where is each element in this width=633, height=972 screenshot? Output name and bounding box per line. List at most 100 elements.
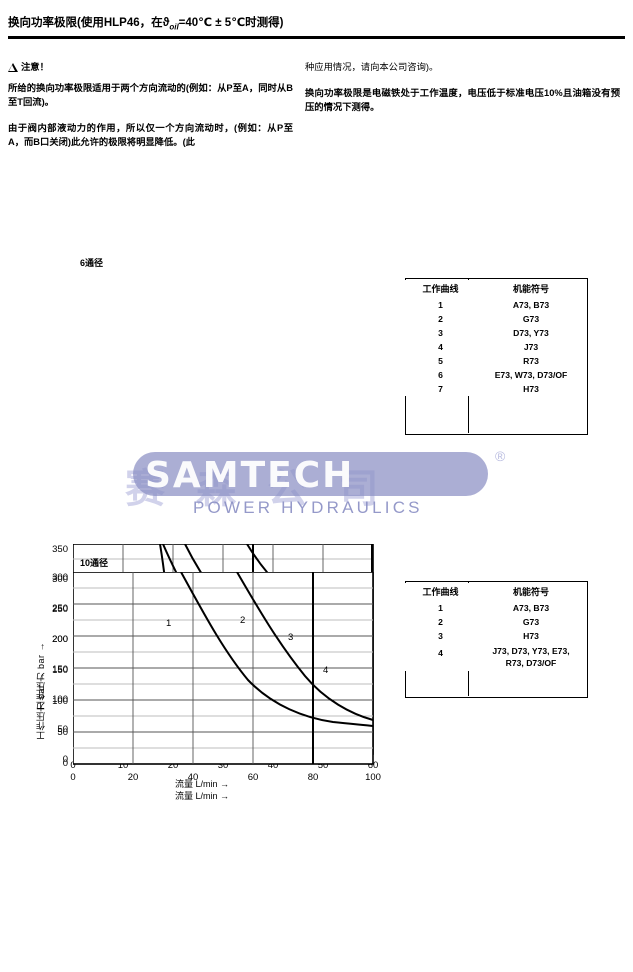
table-2-cell-symbol-1: A73, B73	[512, 603, 550, 613]
chart-2-xtick-20: 20	[127, 772, 139, 783]
table-1-cell-curve-2: 2	[438, 314, 443, 324]
chart-2-caption: 10通径	[80, 558, 109, 568]
table-row: 7 H73	[405, 382, 586, 396]
table-2-cell-symbol-4: J73, D73, Y73, E73, R73, D73/OF	[492, 646, 570, 668]
table-row: 5 R73	[405, 354, 586, 368]
curve-table-1: 工作曲线 机能符号 1 A73, B73 2 G73 3 D73, Y73 4 J73 …	[405, 280, 586, 396]
chart-2-xtick-0: 0	[70, 772, 76, 783]
page-header: 换向功率极限(使用HLP46，在ϑoil=40℃ ± 5℃时测得)	[8, 14, 625, 31]
page-title: 换向功率极限(使用HLP46，在ϑoil=40℃ ± 5℃时测得)	[8, 14, 625, 31]
left-text-column: 注意！ 所给的换向功率极限适用于两个方向流动的(例如：从P至A，同时从B至T回流…	[8, 60, 293, 150]
table-1-cell-curve-5: 5	[438, 356, 443, 366]
table-2-cell-curve-1: 1	[438, 603, 443, 613]
chart-1-xtick-50: 50	[317, 760, 329, 771]
chart-2-ytick-50: 50	[57, 727, 68, 738]
chart-2-ytick-0: 0	[62, 758, 68, 769]
title-main: 换向功率极限	[8, 17, 77, 29]
table-2-cell-curve-4: 4	[438, 648, 443, 658]
chart-2-block: 10通径	[80, 556, 108, 572]
right-paragraph-2: 换向功率极限是电磁铁处于工作温度，电压低于标准电压10%且油箱没有预压的情况下测…	[305, 87, 620, 113]
chart-1-xtick-60: 60	[367, 760, 379, 771]
watermark: 赛 森 公 司 SAMTECH ® POWER HYDRAULICS	[115, 438, 545, 533]
chart-2-xlabel: 流量 L/min →	[175, 791, 230, 801]
table-2-cell-curve-3: 3	[438, 631, 443, 641]
chart-2-xtick-40: 40	[187, 772, 199, 783]
right-text-column: 种应用情况，请向本公司咨询)。 换向功率极限是电磁铁处于工作温度，电压低于标准电…	[305, 60, 620, 115]
chart-1-ytick-50: 50	[57, 724, 68, 735]
chart-1-block: 6通径	[80, 256, 103, 272]
table-row: 1 A73, B73	[405, 298, 586, 312]
chart-1-ytick-150: 150	[52, 664, 68, 675]
chart-1-xtick-0: 0	[70, 760, 76, 771]
left-paragraph-2: 由于阀内部液动力的作用，所以仅一个方向流动时，(例如：从P至A，而B口关闭)此允…	[8, 122, 293, 148]
table-1-header-1: 机能符号	[512, 284, 549, 294]
title-post: =40℃ ± 5℃时测得)	[178, 17, 284, 29]
table-row: 2 G73	[405, 615, 586, 629]
chart-1-xtick-40: 40	[267, 760, 279, 771]
notice-heading: 注意！	[8, 60, 293, 75]
chart-1-ytick-300: 300	[52, 574, 68, 585]
table-1-cell-symbol-5: R73	[523, 356, 539, 366]
table-row: 3 H73	[405, 629, 586, 643]
table-1-cell-symbol-3: D73, Y73	[513, 328, 549, 338]
table-2-header-row: 工作曲线 机能符号	[405, 583, 586, 601]
curve-table-2: 工作曲线 机能符号 1 A73, B73 2 G73 3 H73 4 J73, D73…	[405, 583, 586, 671]
chart-2-ytick-150: 150	[52, 665, 68, 676]
table-1-cell-symbol-6: E73, W73, D73/OF	[494, 370, 568, 380]
title-mid: (使用HLP46，在	[77, 17, 163, 29]
watermark-tagline: POWER HYDRAULICS	[193, 498, 423, 517]
chart-1-xtick-20: 20	[167, 760, 179, 771]
table-row: 4 J73	[405, 340, 586, 354]
registered-trademark-icon: ®	[495, 448, 506, 464]
table-1-cell-symbol-1: A73, B73	[512, 300, 550, 310]
chart-2-xtick-100: 100	[365, 772, 381, 783]
chart-2-xtick-80: 80	[307, 772, 319, 783]
chart-1-ytick-0: 0	[62, 754, 68, 765]
table-1-cell-curve-4: 4	[438, 342, 443, 352]
table-1-cell-symbol-4: J73	[523, 342, 539, 352]
chart-1-ytick-100: 100	[52, 694, 68, 705]
chart-2-ytick-100: 100	[52, 696, 68, 707]
chart-2-curve-label-3: 3	[288, 632, 294, 643]
table-1-header-0: 工作曲线	[422, 284, 459, 294]
chart-2-curve-label-2: 2	[240, 615, 246, 626]
table-row: 3 D73, Y73	[405, 326, 586, 340]
chart-2-xtick-60: 60	[247, 772, 259, 783]
theta-symbol: ϑ	[162, 17, 170, 29]
table-2-cell-symbol-3: H73	[523, 631, 539, 641]
warning-triangle-icon	[8, 62, 18, 72]
table-row: 6 E73, W73, D73/OF	[405, 368, 586, 382]
watermark-chinese: 赛 森 公 司	[125, 467, 389, 511]
chart-2-curve-label-1: 1	[166, 618, 172, 629]
header-divider	[8, 36, 625, 39]
chart-1-ytick-200: 200	[52, 634, 68, 645]
chart-2-ytick-250: 250	[52, 603, 68, 614]
left-paragraph-1: 所给的换向功率极限适用于两个方向流动的(例如：从P至A，同时从B至T回流)。	[8, 82, 293, 108]
chart-1-ytick-250: 250	[52, 604, 68, 615]
table-1-header-row: 工作曲线 机能符号	[405, 280, 586, 298]
table-1-cell-curve-1: 1	[438, 300, 443, 310]
notice-label: 注意！	[21, 62, 49, 72]
chart-2-curve-label-4: 4	[323, 665, 329, 676]
chart-2-ytick-300: 300	[52, 572, 68, 583]
watermark-brand: SAMTECH	[145, 455, 355, 496]
table-2-cell-symbol-2: G73	[522, 617, 540, 627]
table-2-cell-curve-2: 2	[438, 617, 443, 627]
table-2-header-1: 机能符号	[512, 587, 549, 597]
table-2-header-0: 工作曲线	[422, 587, 459, 597]
right-paragraph-1: 种应用情况，请向本公司咨询)。	[305, 62, 439, 72]
table-1-cell-curve-6: 6	[438, 370, 443, 380]
chart-1-xtick-10: 10	[117, 760, 129, 771]
chart-1-xlabel: 流量 L/min →	[175, 779, 230, 789]
table-row: 4 J73, D73, Y73, E73, R73, D73/OF	[405, 643, 586, 671]
title-subscript: oil	[169, 22, 179, 32]
table-row: 2 G73	[405, 312, 586, 326]
table-row: 1 A73, B73	[405, 601, 586, 615]
chart-1-caption: 6通径	[80, 258, 104, 268]
chart-1-ytick-350: 350	[52, 544, 68, 555]
table-1-cell-symbol-7: H73	[523, 384, 539, 394]
chart-1-xtick-30: 30	[217, 760, 229, 771]
table-1-cell-symbol-2: G73	[522, 314, 540, 324]
watermark-pill	[133, 452, 488, 496]
